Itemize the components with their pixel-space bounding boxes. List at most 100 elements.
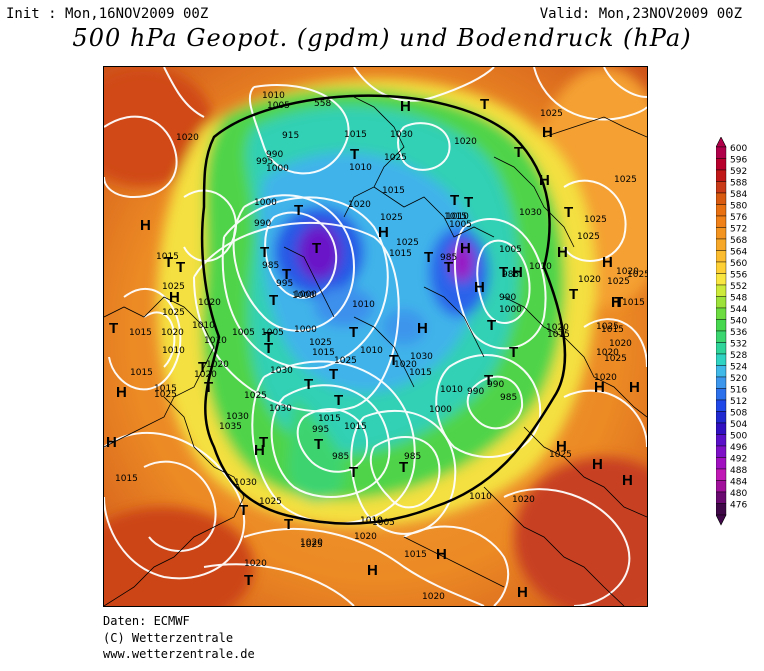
low-marker: T [464,194,473,211]
isobar-label: 1020 [354,532,377,542]
legend-value: 588 [730,179,747,189]
isobar-label: 1000 [254,198,277,208]
isobar-label: 1020 [454,137,477,147]
isobar-label: 1030 [226,412,249,422]
isobar-label: 1010 [360,346,383,356]
isobar-label: 990 [499,293,516,303]
isobar-label: 1025 [584,215,607,225]
isobar-label: 1010 [352,300,375,310]
legend-value: 524 [730,363,747,373]
legend-swatch [715,445,727,458]
legend-swatch [715,399,727,412]
isobar-label: 1020 [422,592,445,602]
legend-value: 528 [730,351,747,361]
isobar-label: 1020 [596,348,619,358]
isobar-label: 1015 [130,368,153,378]
isobar-label: 1020 [206,360,229,370]
legend-swatch [715,411,727,424]
legend-value: 552 [730,282,747,292]
legend-value: 568 [730,236,747,246]
isobar-label: 1025 [259,497,282,507]
isobar-label: 1030 [410,352,433,362]
legend-swatch [715,491,727,504]
high-marker: H [474,279,485,296]
isobar-label: 1030 [390,130,413,140]
high-marker: H [556,438,567,455]
legend-swatch [715,434,727,447]
isobar-label: 990 [487,380,504,390]
legend-value: 576 [730,213,747,223]
isobar-label: 1015 [601,325,624,335]
legend-value: 548 [730,294,747,304]
isobar-label: 1010 [360,516,383,526]
low-marker: T [349,464,358,481]
isobar-label: 1030 [234,478,257,488]
high-marker: H [400,98,411,115]
high-marker: H [517,584,528,601]
legend-value: 572 [730,225,747,235]
legend-swatch [715,422,727,435]
legend-value: 508 [730,409,747,419]
isobar-label: 1020 [578,275,601,285]
low-marker: T [164,254,173,271]
legend-arrow-up [715,136,727,148]
low-marker: T [499,264,508,281]
legend-value: 600 [730,144,747,154]
contour-552 [200,94,567,525]
isobar-label: 1015 [154,384,177,394]
isobar-label: 1025 [540,109,563,119]
credit-data-source: Daten: ECMWF [103,614,190,628]
isobar-label: 1010 [262,91,285,101]
isobar-label: 1010 [440,385,463,395]
isobar-label: 1020 [546,323,569,333]
legend-swatch [715,204,727,217]
isobar-label: 1030 [519,208,542,218]
low-marker: T [312,240,321,257]
isobar-label: 1020 [176,133,199,143]
low-marker: T [314,436,323,453]
isobar-label: 995 [312,425,329,435]
low-marker: T [564,204,573,221]
legend-swatch [715,181,727,194]
legend-value: 496 [730,443,747,453]
isobar-label: 1010 [529,262,552,272]
low-marker: T [514,144,523,161]
legend-value: 532 [730,340,747,350]
isobar-label: 1010 [192,321,215,331]
isobar-label: 1020 [194,370,217,380]
isobar-label: 1025 [309,338,332,348]
isobar-label: 995 [276,279,293,289]
isobar-label: 985 [262,261,279,271]
isobar-label: 1015 [444,212,467,222]
isobar-label: 985 [440,253,457,263]
isobar-label: 1015 [344,130,367,140]
legend-swatch [715,307,727,320]
low-marker: T [424,249,433,266]
isobar-label: 1000 [294,290,317,300]
isobar-label: 1025 [396,238,419,248]
legend-value: 504 [730,420,747,430]
isobar-label: 1025 [577,232,600,242]
low-marker: T [294,202,303,219]
high-marker: H [140,217,151,234]
high-marker: H [417,320,428,337]
legend-value: 500 [730,432,747,442]
isobar-label: 1015 [312,348,335,358]
isobar-label: 985 [500,393,517,403]
legend-swatch [715,192,727,205]
isobar-label: 1025 [614,175,637,185]
valid-time-label: Valid: Mon,23NOV2009 00Z [539,6,742,22]
high-marker: H [116,384,127,401]
isobar-label: 1020 [616,267,639,277]
isobar-label: 1015 [622,298,645,308]
legend-swatch [715,503,727,516]
isobar-label: 1005 [372,518,395,528]
legend-value: 580 [730,202,747,212]
legend-value: 556 [730,271,747,281]
color-legend: 600 596 592 588 584 580 576 572 568 564 560 556 552 5… [715,136,764,537]
isobar-label: 1020 [161,328,184,338]
low-marker: T [239,502,248,519]
legend-value: 592 [730,167,747,177]
low-marker: T [198,359,207,376]
legend-value: 540 [730,317,747,327]
